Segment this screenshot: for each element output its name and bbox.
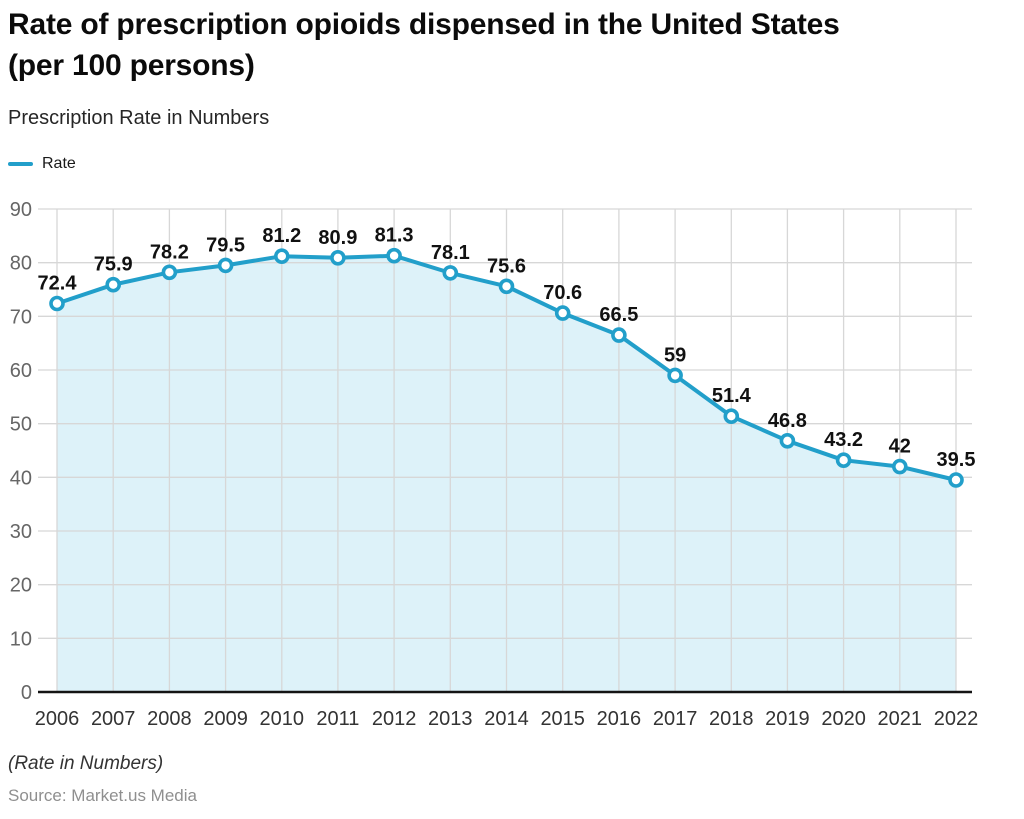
data-point-label: 59 bbox=[664, 344, 686, 366]
x-axis-tick-label: 2015 bbox=[540, 708, 585, 730]
data-point-marker bbox=[105, 276, 121, 293]
data-point-label: 78.1 bbox=[431, 242, 470, 264]
data-point-marker bbox=[161, 264, 178, 281]
x-axis-tick-label: 2007 bbox=[91, 708, 136, 730]
data-point-marker bbox=[217, 257, 234, 274]
data-point-label: 46.8 bbox=[768, 410, 807, 432]
data-point-label: 79.5 bbox=[206, 234, 245, 256]
data-point-marker bbox=[891, 458, 908, 475]
x-axis-tick-label: 2020 bbox=[821, 708, 866, 730]
x-axis-tick-label: 2006 bbox=[35, 708, 80, 730]
data-point-marker bbox=[49, 295, 65, 312]
x-axis-tick-label: 2019 bbox=[765, 708, 810, 730]
chart-svg: 0 10 20 30 40 50 60 70 80 90 2006 2007 2008 2009 2010 2… bbox=[10, 199, 979, 730]
y-axis-tick-label: 10 bbox=[10, 628, 32, 650]
chart-subtitle: Prescription Rate in Numbers bbox=[8, 107, 270, 129]
data-point-label: 42 bbox=[889, 436, 911, 458]
data-point-marker bbox=[611, 327, 627, 343]
data-point-marker bbox=[835, 452, 852, 469]
x-axis-tick-label: 2022 bbox=[934, 708, 979, 730]
x-axis-tick-label: 2021 bbox=[878, 708, 923, 730]
data-point-marker bbox=[948, 472, 964, 488]
legend-line-swatch bbox=[8, 162, 33, 166]
data-point-label: 39.5 bbox=[937, 449, 976, 471]
y-axis-tick-label: 30 bbox=[10, 521, 32, 543]
axis-note: (Rate in Numbers) bbox=[8, 753, 164, 774]
data-point-label: 72.4 bbox=[38, 273, 78, 295]
y-axis-tick-label: 0 bbox=[21, 682, 32, 704]
data-point-label: 78.2 bbox=[150, 241, 189, 263]
data-point-label: 81.2 bbox=[262, 225, 301, 247]
data-point-marker bbox=[386, 247, 402, 264]
x-axis-tick-label: 2008 bbox=[147, 708, 192, 730]
data-point-label: 66.5 bbox=[599, 304, 638, 326]
data-point-marker bbox=[273, 248, 290, 265]
x-axis-tick-label: 2012 bbox=[372, 708, 417, 730]
legend-label: Rate bbox=[42, 155, 76, 172]
page-title: Rate of prescription opioids dispensed i… bbox=[8, 4, 840, 86]
y-axis-tick-label: 40 bbox=[10, 467, 32, 489]
y-axis-tick-label: 50 bbox=[10, 414, 32, 436]
x-axis-tick-label: 2013 bbox=[428, 708, 473, 730]
x-axis-tick-label: 2009 bbox=[203, 708, 248, 730]
source-credit: Source: Market.us Media bbox=[8, 786, 197, 805]
x-axis-tick-label: 2014 bbox=[484, 708, 529, 730]
legend: Rate bbox=[8, 154, 76, 174]
x-axis-tick-label: 2010 bbox=[260, 708, 305, 730]
data-point-marker bbox=[442, 265, 459, 281]
y-axis-tick-label: 70 bbox=[10, 306, 32, 328]
data-point-marker bbox=[554, 305, 571, 321]
x-axis-tick-label: 2016 bbox=[597, 708, 642, 730]
chart-area: 0 10 20 30 40 50 60 70 80 90 2006 2007 2008 2009 2010 2… bbox=[0, 195, 1024, 740]
data-point-marker bbox=[498, 278, 515, 295]
data-point-label: 70.6 bbox=[543, 282, 582, 304]
y-axis-tick-label: 80 bbox=[10, 253, 32, 275]
y-axis-tick-label: 60 bbox=[10, 360, 32, 382]
x-axis-tick-label: 2011 bbox=[316, 708, 359, 730]
x-axis-tick-label: 2018 bbox=[709, 708, 754, 730]
y-axis-tick-label: 20 bbox=[10, 575, 32, 597]
data-point-label: 75.9 bbox=[94, 254, 133, 276]
data-point-marker bbox=[779, 433, 796, 449]
data-point-label: 43.2 bbox=[824, 429, 863, 451]
x-axis-tick-label: 2017 bbox=[653, 708, 698, 730]
y-axis-tick-label: 90 bbox=[10, 199, 32, 221]
data-point-marker bbox=[723, 408, 740, 424]
data-point-label: 80.9 bbox=[318, 227, 357, 249]
data-point-label: 51.4 bbox=[712, 385, 752, 407]
data-point-marker bbox=[330, 249, 346, 266]
data-point-label: 81.3 bbox=[375, 225, 414, 247]
page-title-line-1: Rate of prescription opioids dispensed i… bbox=[8, 8, 840, 41]
data-point-marker bbox=[667, 367, 683, 384]
page-title-line-2: (per 100 persons) bbox=[8, 49, 255, 82]
data-point-label: 75.6 bbox=[487, 255, 526, 277]
